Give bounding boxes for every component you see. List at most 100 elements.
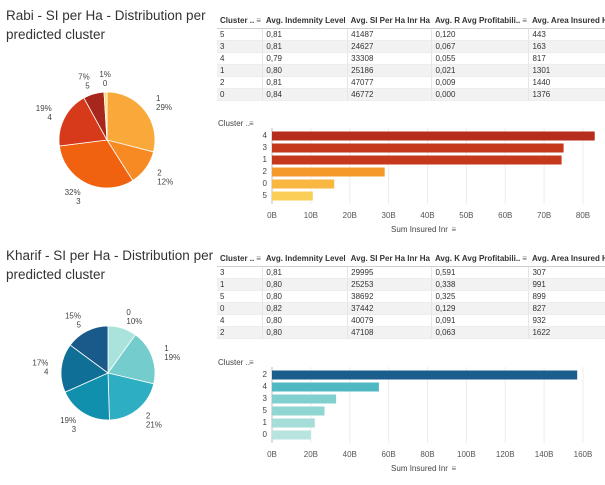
bar-cluster-1[interactable]	[272, 155, 562, 165]
table-row[interactable]: 2 0,80 47108 0,063 1622	[217, 326, 605, 339]
sort-icon[interactable]: ≡	[256, 253, 261, 263]
x-tick-label: 120B	[496, 450, 515, 459]
pie-label-label: 10%	[126, 317, 142, 326]
column-header[interactable]: Cluster .. ≡	[217, 12, 263, 29]
rabi-title-line1: Rabi - SI per Ha - Distribution per	[6, 8, 206, 23]
x-axis-title: Sum Insured Inr	[391, 225, 448, 234]
sort-icon[interactable]: ≡	[452, 464, 457, 473]
rabi-data-table[interactable]: Cluster .. ≡ Avg. Indemnity Level Avg. SI P…	[217, 12, 605, 101]
table-cell: 827	[528, 302, 605, 315]
column-header[interactable]: Avg. Area Insured Ha	[528, 250, 605, 267]
table-cell: 443	[528, 28, 605, 41]
pie-slice-cluster-5[interactable]	[69, 325, 109, 374]
sort-icon[interactable]: ≡	[249, 119, 254, 128]
table-row[interactable]: 4 0,79 33308 0,055 817	[217, 52, 605, 65]
column-header[interactable]: Avg. Indemnity Level	[262, 12, 348, 29]
column-header-label: Avg. R Avg Profitabili..	[434, 15, 521, 25]
bar-cluster-1[interactable]	[272, 418, 315, 428]
x-tick-label: 60B	[498, 211, 512, 220]
bar-category-label: 5	[263, 406, 268, 415]
bar-cluster-4[interactable]	[272, 382, 379, 392]
pie-label-label: 15%	[65, 311, 81, 320]
table-row[interactable]: 0 0,84 46772 0,000 1376	[217, 88, 605, 101]
table-cell: 1376	[528, 88, 605, 101]
x-tick-label: 70B	[537, 211, 551, 220]
table-cell: 1622	[528, 326, 605, 339]
table-cell: 0,063	[431, 326, 529, 339]
table-cell: 307	[528, 266, 605, 279]
sort-icon[interactable]: ≡	[522, 253, 527, 263]
sort-icon[interactable]: ≡	[452, 225, 457, 234]
bar-axis-label: Cluster ..	[218, 119, 250, 128]
table-cell: 0,81	[262, 28, 348, 41]
pie-slice-cluster-1[interactable]	[107, 334, 156, 385]
pie-slice-cluster-4[interactable]	[58, 97, 108, 147]
table-cell: 40079	[347, 314, 432, 327]
kharif-data-table[interactable]: Cluster .. ≡ Avg. Indemnity Level Avg. SI P…	[217, 250, 605, 339]
pie-slice-cluster-3[interactable]	[64, 372, 110, 421]
pie-label-label: 19%	[36, 104, 52, 113]
x-tick-label: 10B	[304, 211, 318, 220]
bar-cluster-2[interactable]	[272, 167, 385, 177]
table-cell: 0,055	[431, 52, 529, 65]
column-header-label: Avg. Indemnity Level	[265, 253, 346, 263]
sort-icon[interactable]: ≡	[522, 15, 527, 25]
table-row[interactable]: 5 0,80 38692 0,325 899	[217, 290, 605, 303]
bar-axis-label: Cluster ..	[218, 358, 250, 367]
kharif-bar-chart: Cluster ..≡0B 20B 40B 60B 80B 100B 120B 140B 160…	[218, 358, 592, 473]
column-header[interactable]: Avg. K Avg Profitabili.. ≡	[431, 250, 529, 267]
table-row[interactable]: 0 0,82 37442 0,129 827	[217, 302, 605, 315]
table-cell: 0,091	[431, 314, 529, 327]
table-cell: 0,81	[262, 266, 348, 279]
bar-cluster-0[interactable]	[272, 179, 335, 189]
table-cell: 41487	[347, 28, 432, 41]
column-header-label: Avg. K Avg Profitabili..	[434, 253, 521, 263]
table-cell: 4	[217, 52, 263, 65]
x-tick-label: 40B	[420, 211, 434, 220]
column-header[interactable]: Avg. SI Per Ha Inr Ha	[347, 12, 432, 29]
table-cell: 0,000	[431, 88, 529, 101]
bar-cluster-2[interactable]	[272, 370, 578, 380]
table-row[interactable]: 5 0,81 41487 0,120 443	[217, 28, 605, 41]
sort-icon[interactable]: ≡	[249, 358, 254, 367]
table-cell: 0	[217, 302, 263, 315]
table-cell: 1	[217, 278, 263, 291]
table-cell: 0,009	[431, 76, 529, 89]
bar-cluster-0[interactable]	[272, 430, 311, 440]
column-header[interactable]: Avg. Indemnity Level	[262, 250, 348, 267]
column-header-label: Avg. Area Insured Ha	[531, 253, 605, 263]
sort-icon[interactable]: ≡	[256, 15, 261, 25]
table-row[interactable]: 3 0,81 29995 0,591 307	[217, 266, 605, 279]
column-header[interactable]: Avg. Area Insured Ha	[528, 12, 605, 29]
pie-label-label: 19%	[164, 353, 180, 362]
column-header[interactable]: Avg. R Avg Profitabili.. ≡	[431, 12, 529, 29]
table-row[interactable]: 1 0,80 25186 0,021 1301	[217, 64, 605, 77]
bar-cluster-3[interactable]	[272, 143, 564, 153]
bar-cluster-3[interactable]	[272, 394, 337, 404]
x-tick-label: 20B	[343, 211, 357, 220]
pie-slice-cluster-2[interactable]	[107, 372, 155, 421]
rabi-table-frame	[217, 12, 581, 101]
table-cell: 46772	[347, 88, 432, 101]
bar-cluster-5[interactable]	[272, 406, 325, 416]
table-cell: 0,120	[431, 28, 529, 41]
bar-cluster-5[interactable]	[272, 191, 313, 201]
bar-category-label: 2	[263, 370, 268, 379]
table-cell: 0,80	[262, 64, 348, 77]
pie-slice-cluster-0[interactable]	[103, 91, 108, 141]
pie-slice-cluster-4[interactable]	[60, 344, 109, 393]
table-row[interactable]: 2 0,81 47077 0,009 1440	[217, 76, 605, 89]
table-row[interactable]: 3 0,81 24627 0,067 163	[217, 40, 605, 53]
bar-cluster-4[interactable]	[272, 131, 595, 141]
pie-slice-cluster-3[interactable]	[58, 139, 134, 189]
kharif-table-frame	[217, 250, 581, 339]
table-row[interactable]: 4 0,80 40079 0,091 932	[217, 314, 605, 327]
table-cell: 817	[528, 52, 605, 65]
table-cell: 0,81	[262, 40, 348, 53]
column-header[interactable]: Cluster .. ≡	[217, 250, 263, 267]
column-header[interactable]: Avg. SI Per Ha Inr Ha	[347, 250, 432, 267]
table-cell: 5	[217, 290, 263, 303]
rabi-bar-chart: Cluster ..≡0B 10B 20B 30B 40B 50B 60B 70B 80B431…	[218, 119, 595, 234]
pie-slice-cluster-1[interactable]	[106, 91, 156, 153]
table-row[interactable]: 1 0,80 25253 0,338 991	[217, 278, 605, 291]
